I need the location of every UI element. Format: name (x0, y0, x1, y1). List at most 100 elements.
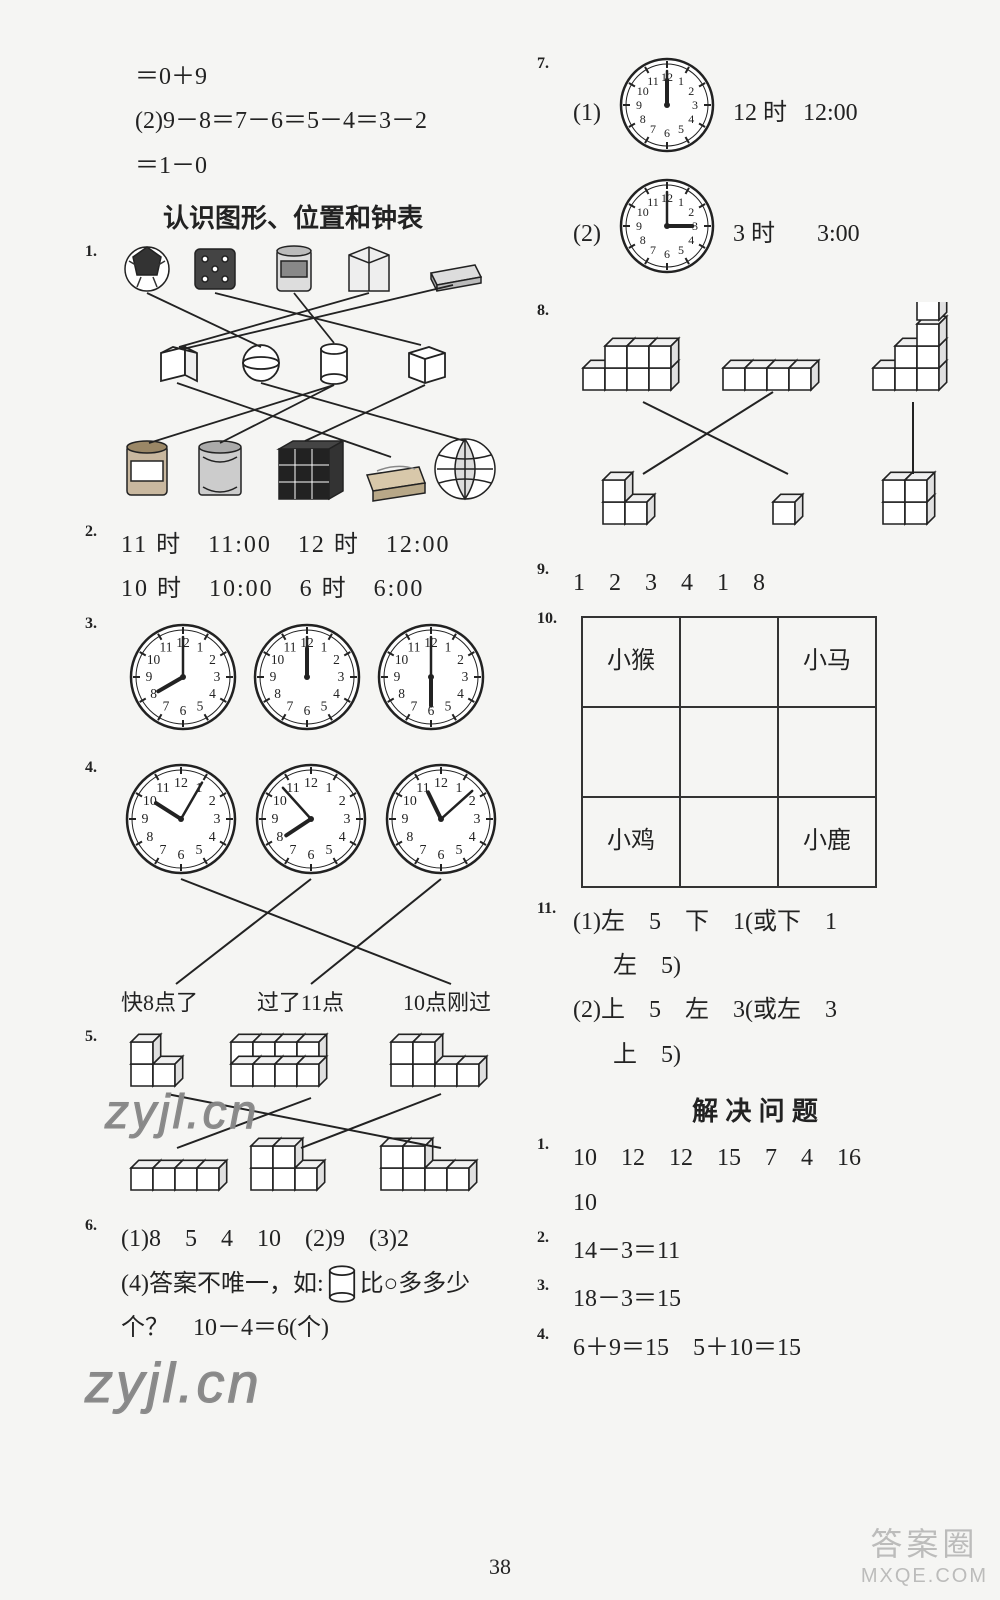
svg-text:12: 12 (304, 776, 318, 791)
svg-text:1: 1 (678, 74, 684, 88)
svg-text:10: 10 (403, 794, 417, 809)
svg-text:5: 5 (326, 843, 333, 858)
svg-text:2: 2 (457, 652, 464, 667)
svg-text:6: 6 (664, 126, 670, 140)
svg-text:9: 9 (272, 812, 279, 827)
question-1: 1. (85, 243, 501, 518)
eq-line: ＝1－0 (85, 144, 501, 188)
svg-text:7: 7 (420, 843, 427, 858)
page-number: 38 (0, 1554, 1000, 1580)
svg-text:8: 8 (274, 686, 281, 701)
question-4: 4. 121234567891011 121234567891011 12123… (85, 759, 501, 1024)
problem-4: 4. 6＋9＝15 5＋10＝15 (537, 1326, 973, 1370)
corner-watermark: 答案圈 MXQE.COM (861, 1519, 988, 1588)
svg-text:4: 4 (457, 686, 464, 701)
svg-text:7: 7 (650, 244, 656, 258)
svg-text:1: 1 (456, 781, 463, 796)
problem-1: 1. 10 12 12 15 7 4 16 10 (537, 1136, 973, 1225)
svg-text:11: 11 (647, 74, 659, 88)
section-heading-2: 解 决 问 题 (537, 1091, 973, 1128)
svg-text:7: 7 (650, 122, 656, 136)
svg-text:1: 1 (321, 640, 328, 655)
svg-text:11: 11 (408, 640, 421, 655)
svg-text:3: 3 (214, 669, 221, 684)
svg-text:11: 11 (647, 195, 659, 209)
svg-text:4: 4 (209, 830, 216, 845)
svg-text:8: 8 (398, 686, 405, 701)
q4-diagram: 121234567891011 121234567891011 12123456… (121, 759, 501, 1019)
question-9: 9. 1 2 3 4 1 8 (537, 561, 973, 605)
svg-text:5: 5 (321, 699, 328, 714)
svg-text:3: 3 (462, 669, 469, 684)
svg-text:4: 4 (688, 112, 694, 126)
q4-label: 快8点了 (121, 983, 198, 1024)
eq-line: (2)9－8＝7－6＝5－4＝3－2 (85, 99, 501, 143)
question-8: 8. (537, 302, 973, 557)
svg-text:2: 2 (469, 794, 476, 809)
svg-text:11: 11 (284, 640, 297, 655)
svg-text:5: 5 (456, 843, 463, 858)
svg-text:3: 3 (692, 98, 698, 112)
svg-text:3: 3 (214, 812, 221, 827)
svg-text:7: 7 (290, 843, 297, 858)
eq-line: ＝0＋9 (85, 55, 501, 99)
q8-diagram (573, 302, 973, 542)
svg-text:10: 10 (395, 652, 409, 667)
svg-text:10: 10 (147, 652, 161, 667)
grid-3x3: 小猴 小马 小鸡 小鹿 (581, 616, 877, 888)
svg-text:7: 7 (160, 843, 167, 858)
section-heading: 认识图形、位置和钟表 (85, 198, 501, 235)
svg-text:6: 6 (178, 848, 185, 863)
svg-text:7: 7 (287, 699, 294, 714)
svg-text:9: 9 (270, 669, 277, 684)
svg-text:11: 11 (156, 781, 169, 796)
svg-text:12: 12 (174, 776, 188, 791)
svg-text:7: 7 (163, 699, 170, 714)
svg-text:10: 10 (271, 652, 285, 667)
svg-text:4: 4 (209, 686, 216, 701)
svg-text:3: 3 (344, 812, 351, 827)
svg-text:9: 9 (394, 669, 401, 684)
svg-text:5: 5 (196, 843, 203, 858)
question-7: 7. (1) 121234567891011 12 时 12:00 (2) 12… (537, 55, 973, 298)
svg-text:8: 8 (640, 233, 646, 247)
svg-text:11: 11 (160, 640, 173, 655)
svg-text:4: 4 (339, 830, 346, 845)
svg-text:1: 1 (445, 640, 452, 655)
svg-text:6: 6 (180, 703, 187, 718)
q4-label: 过了11点 (257, 983, 344, 1024)
svg-text:9: 9 (636, 219, 642, 233)
question-2: 2. 11 时 11:00 12 时 12:00 10 时 10:00 6 时 … (85, 523, 501, 612)
svg-text:8: 8 (406, 830, 413, 845)
cylinder-icon (324, 1264, 360, 1304)
svg-text:2: 2 (688, 205, 694, 219)
svg-text:6: 6 (664, 247, 670, 261)
right-column: 7. (1) 121234567891011 12 时 12:00 (2) 12… (519, 55, 973, 1500)
svg-text:9: 9 (402, 812, 409, 827)
svg-text:8: 8 (276, 830, 283, 845)
question-6: 6. (1)8 5 4 10 (2)9 (3)2 (4)答案不唯一，如: 比○多… (85, 1217, 501, 1350)
svg-text:5: 5 (197, 699, 204, 714)
svg-text:6: 6 (308, 848, 315, 863)
watermark: zyjl.cn (105, 1085, 259, 1140)
svg-text:9: 9 (146, 669, 153, 684)
question-3: 3. 121234567891011 121234567891011 12123… (85, 615, 501, 754)
question-10: 10. 小猴 小马 小鸡 小鹿 (537, 610, 973, 896)
svg-text:9: 9 (142, 812, 149, 827)
svg-text:4: 4 (469, 830, 476, 845)
svg-text:2: 2 (688, 84, 694, 98)
svg-text:4: 4 (333, 686, 340, 701)
svg-text:7: 7 (411, 699, 418, 714)
svg-text:3: 3 (474, 812, 481, 827)
svg-text:5: 5 (678, 122, 684, 136)
svg-text:12: 12 (434, 776, 448, 791)
matching-diagram (121, 243, 501, 503)
left-column: ＝0＋9 (2)9－8＝7－6＝5－4＝3－2 ＝1－0 认识图形、位置和钟表 … (85, 55, 519, 1500)
svg-text:3: 3 (338, 669, 345, 684)
problem-2: 2. 14－3＝11 (537, 1229, 973, 1273)
svg-text:1: 1 (326, 781, 333, 796)
svg-text:2: 2 (209, 652, 216, 667)
svg-text:6: 6 (304, 703, 311, 718)
svg-text:2: 2 (333, 652, 340, 667)
svg-text:6: 6 (438, 848, 445, 863)
